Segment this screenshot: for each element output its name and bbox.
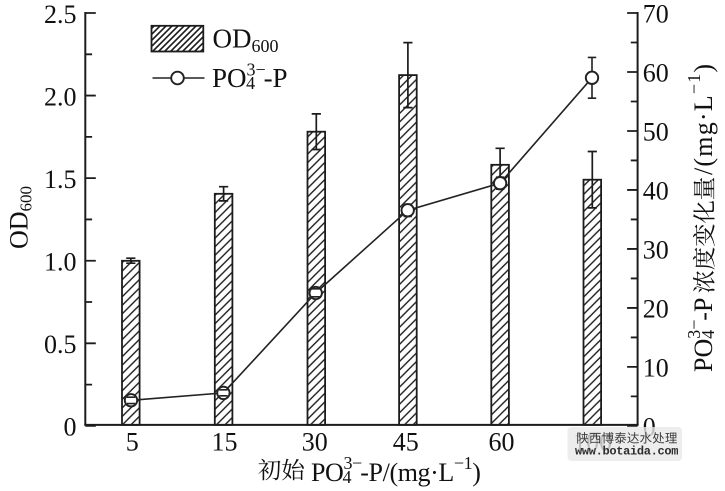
svg-text:70: 70 xyxy=(643,0,669,29)
svg-text:50: 50 xyxy=(643,118,669,147)
svg-text:PO3−4-P: PO3−4-P xyxy=(212,60,288,94)
svg-text:2.5: 2.5 xyxy=(44,0,77,29)
svg-text:40: 40 xyxy=(643,177,669,206)
svg-text:10: 10 xyxy=(643,353,669,382)
svg-text:60: 60 xyxy=(643,59,669,88)
svg-text:45: 45 xyxy=(393,427,419,456)
svg-text:30: 30 xyxy=(643,235,669,264)
svg-text:30: 30 xyxy=(302,427,328,456)
svg-text:PO3−4-P/(mg·L−1): PO3− 4 -P/(mg·L−1) xyxy=(311,453,481,487)
svg-text:PO3−4-P: PO3−4-P xyxy=(684,298,718,372)
svg-text:www.botaida.com: www.botaida.com xyxy=(575,444,678,458)
svg-text:2.0: 2.0 xyxy=(44,82,77,111)
svg-text:1.5: 1.5 xyxy=(44,165,77,194)
svg-text:1.0: 1.0 xyxy=(44,248,77,277)
svg-text:5: 5 xyxy=(126,427,139,456)
svg-text:OD600: OD600 xyxy=(5,186,36,249)
svg-text:15: 15 xyxy=(212,427,238,456)
svg-text:20: 20 xyxy=(643,294,669,323)
svg-text:60: 60 xyxy=(489,427,515,456)
svg-text:OD600: OD600 xyxy=(213,24,279,56)
svg-text:0: 0 xyxy=(64,413,77,442)
svg-text:0.5: 0.5 xyxy=(44,330,77,359)
svg-text:/(mg·L−1): /(mg·L−1) xyxy=(684,63,718,175)
